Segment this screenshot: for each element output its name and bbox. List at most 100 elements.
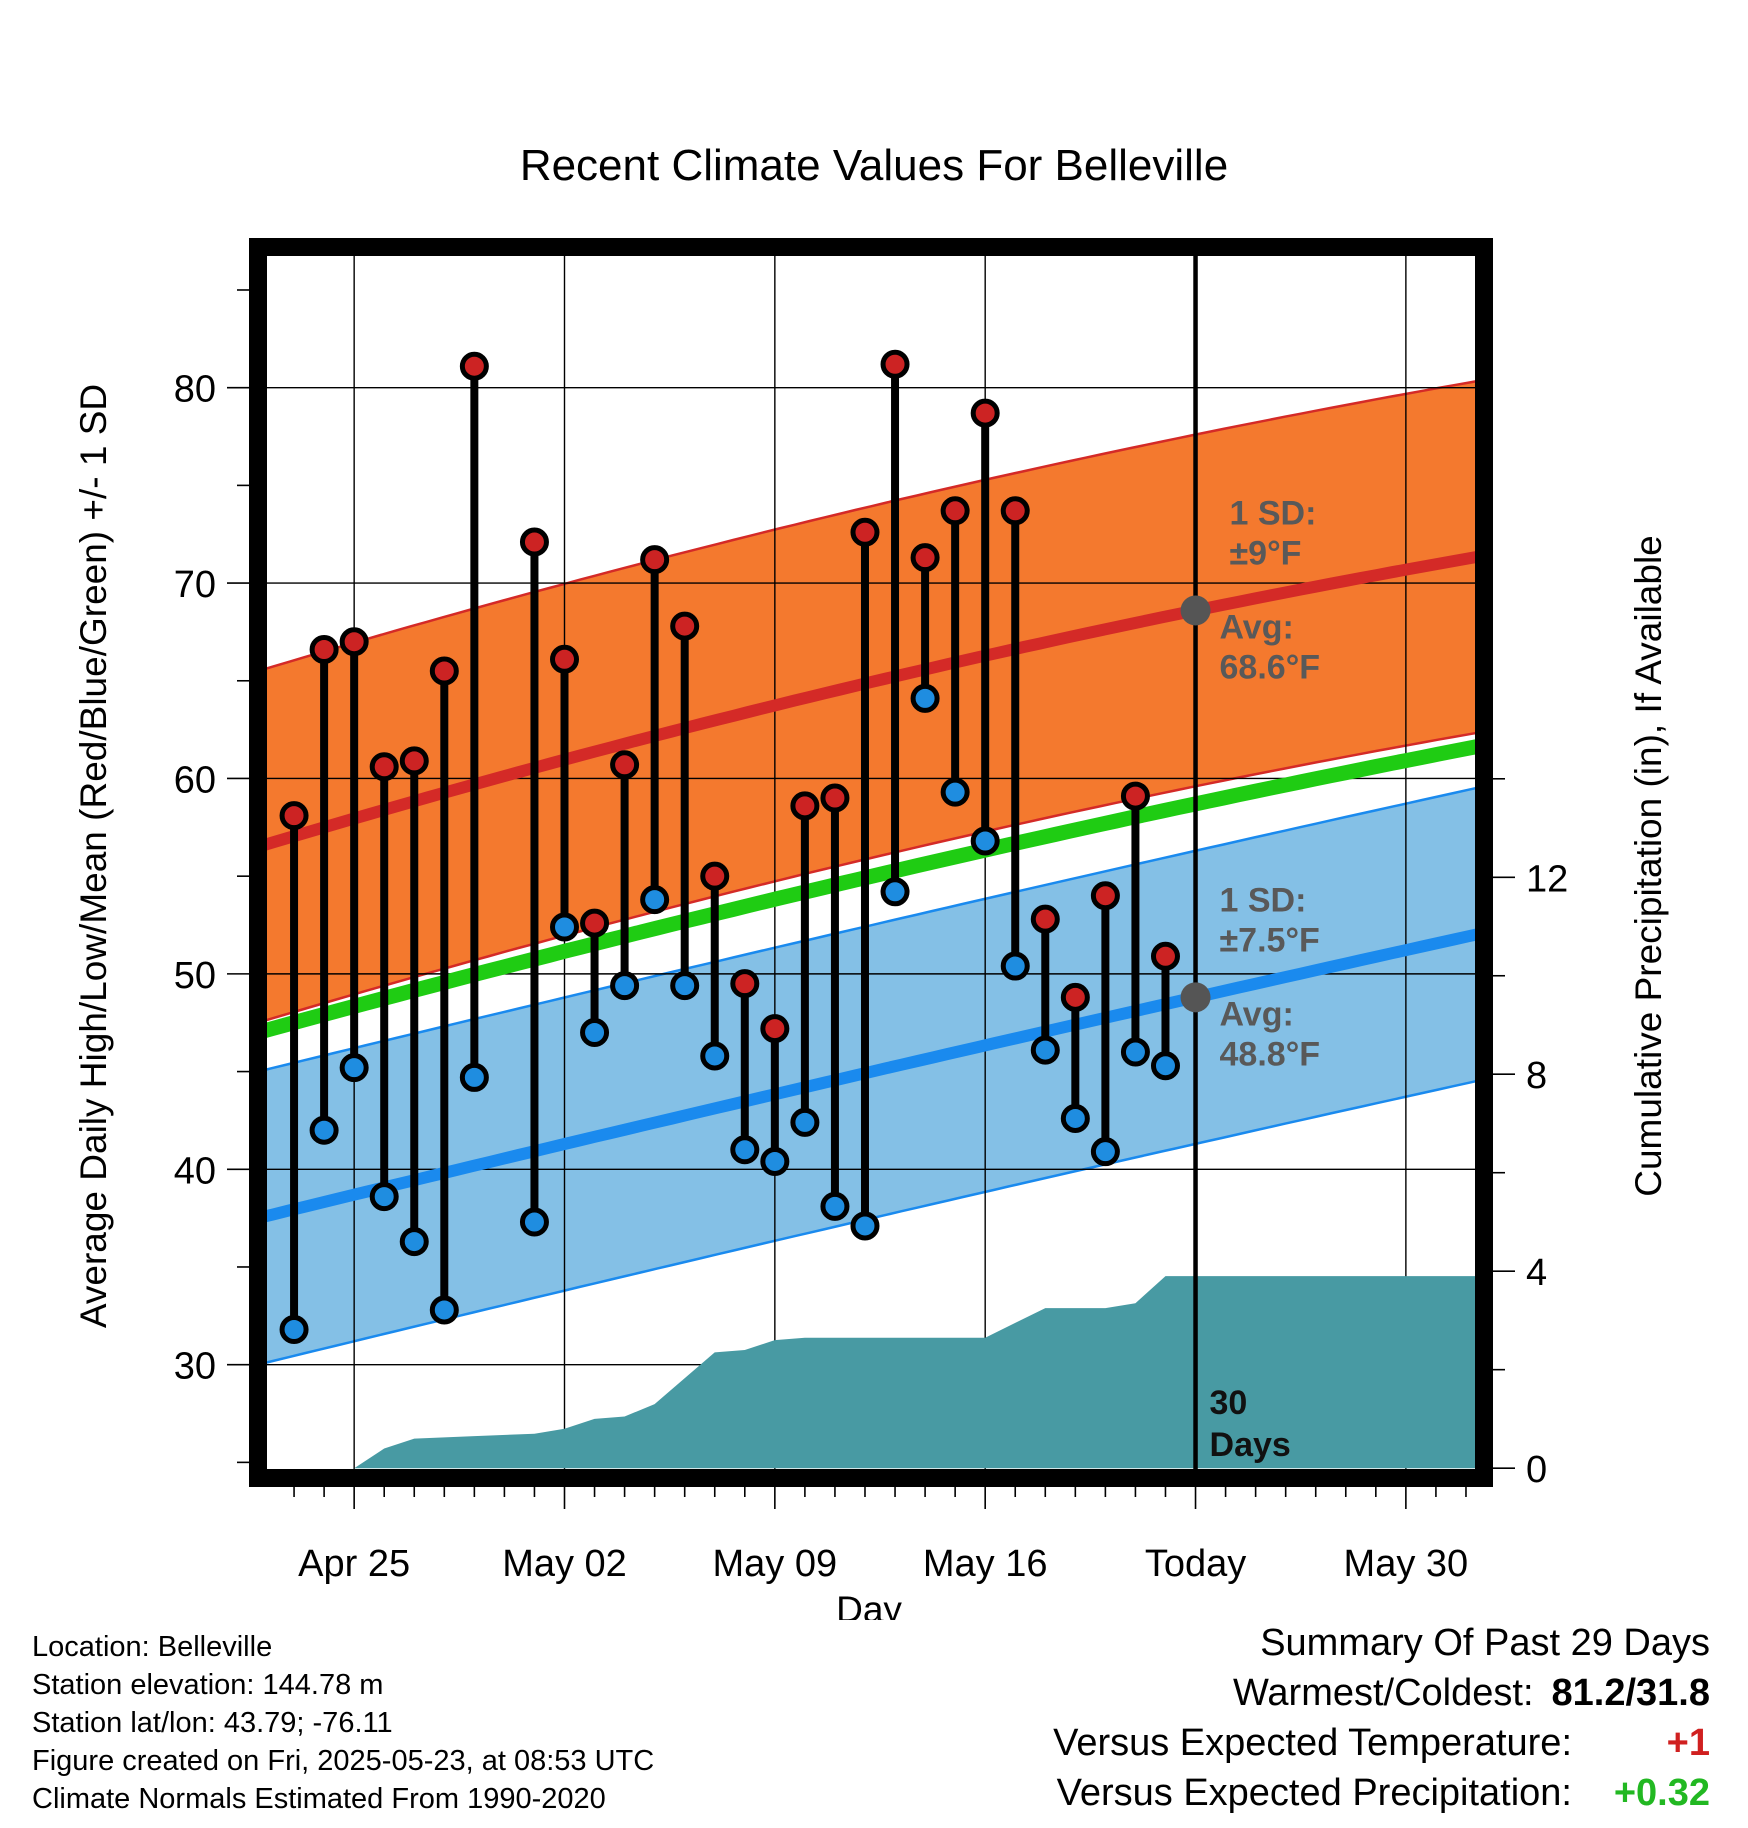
daily-low-point	[820, 1191, 850, 1221]
daily-range	[1120, 781, 1150, 1067]
daily-high-point	[940, 496, 970, 526]
daily-high-point	[670, 611, 700, 641]
daily-range	[580, 908, 610, 1047]
high-sd-value: ±9°F	[1230, 534, 1302, 572]
daily-range	[1030, 904, 1060, 1065]
elevation-text: Station elevation: 144.78 m	[32, 1669, 384, 1701]
daily-high-point	[339, 627, 369, 657]
daily-range	[940, 496, 970, 807]
daily-low-point	[279, 1314, 309, 1344]
temp-value: +1	[1666, 1722, 1710, 1764]
y2-tick-label: 4	[1526, 1252, 1547, 1294]
daily-range	[1150, 941, 1180, 1081]
low-avg-label: Avg:	[1220, 995, 1294, 1033]
created-text: Figure created on Fri, 2025-05-23, at 08…	[32, 1745, 655, 1777]
daily-high-point	[369, 752, 399, 782]
precip-area	[264, 1276, 1481, 1469]
high-avg-marker	[1180, 595, 1211, 626]
low-avg-value: 48.8°F	[1220, 1035, 1321, 1073]
plot-frame	[249, 238, 1493, 1487]
summary-precip: Versus Expected Precipitation: +0.32	[1053, 1768, 1710, 1818]
daily-high-point	[820, 783, 850, 813]
y-tick-label: 40	[174, 1150, 216, 1192]
daily-low-point	[1090, 1137, 1120, 1167]
low-sd-value: ±7.5°F	[1220, 921, 1320, 959]
daily-low-point	[1150, 1051, 1180, 1081]
x-tick-label: May 09	[713, 1543, 838, 1585]
chart-title: Recent Climate Values For Belleville	[520, 141, 1228, 190]
daily-range	[279, 801, 309, 1344]
daily-high-point	[429, 656, 459, 686]
daily-high-point	[399, 746, 429, 776]
x-tick-label: May 30	[1344, 1543, 1469, 1585]
x-tick-label: May 16	[923, 1543, 1048, 1585]
daily-low-point	[339, 1053, 369, 1083]
y-tick-label: 60	[174, 759, 216, 801]
daily-range	[399, 746, 429, 1257]
daily-low-point	[670, 971, 700, 1001]
warm-cold-value: 81.2/31.8	[1551, 1672, 1710, 1714]
daily-low-point	[850, 1211, 880, 1241]
daily-high-point	[519, 527, 549, 557]
low-sd-label: 1 SD:	[1220, 881, 1307, 919]
summary-title: Summary Of Past 29 Days	[1260, 1622, 1710, 1664]
daily-range	[700, 861, 730, 1071]
location-text: Location: Belleville	[32, 1631, 273, 1663]
daily-low-point	[730, 1135, 760, 1165]
daily-low-point	[1000, 951, 1030, 981]
daily-low-point	[1120, 1037, 1150, 1067]
daily-high-point	[279, 801, 309, 831]
summary-panel: Summary Of Past 29 Days Warmest/Coldest:…	[1053, 1618, 1710, 1818]
daily-high-point	[790, 791, 820, 821]
daily-range	[760, 1014, 790, 1176]
daily-high-point	[760, 1014, 790, 1044]
normals-text: Climate Normals Estimated From 1990-2020	[32, 1783, 606, 1815]
x-tick-label: May 02	[502, 1543, 627, 1585]
daily-low-point	[790, 1107, 820, 1137]
high-band-upper	[258, 378, 1484, 673]
summary-warm-cold: Warmest/Coldest: 81.2/31.8	[1053, 1668, 1710, 1718]
daily-high-point	[700, 861, 730, 891]
daily-low-point	[940, 777, 970, 807]
daily-low-point	[880, 877, 910, 907]
daily-range	[429, 656, 459, 1325]
daily-low-point	[459, 1062, 489, 1092]
daily-high-point	[910, 543, 940, 573]
daily-high-point	[459, 351, 489, 381]
low-band-upper	[258, 785, 1484, 1073]
daily-low-point	[369, 1182, 399, 1212]
daily-range	[1060, 982, 1090, 1133]
daily-low-point	[1030, 1035, 1060, 1065]
daily-low-point	[910, 683, 940, 713]
daily-high-point	[1060, 982, 1090, 1012]
daily-high-point	[850, 517, 880, 547]
daily-low-point	[309, 1115, 339, 1145]
latlon-text: Station lat/lon: 43.79; -76.11	[32, 1707, 393, 1739]
daily-low-point	[970, 826, 1000, 856]
y-tick-label: 80	[174, 369, 216, 411]
y-tick-label: 30	[174, 1346, 216, 1388]
daily-low-point	[399, 1227, 429, 1257]
daily-range	[339, 627, 369, 1083]
daily-high-point	[1150, 941, 1180, 971]
daily-range	[640, 545, 670, 915]
daily-low-point	[760, 1146, 790, 1176]
y2-axis-title: Cumulative Precipitation (in), If Availa…	[1628, 535, 1669, 1197]
days-number: 30	[1210, 1384, 1248, 1422]
y-tick-label: 50	[174, 955, 216, 997]
daily-range	[519, 527, 549, 1237]
y-tick-label: 70	[174, 564, 216, 606]
daily-low-point	[550, 912, 579, 942]
summary-temp: Versus Expected Temperature: +1	[1053, 1718, 1710, 1768]
daily-low-point	[610, 971, 640, 1001]
high-band-lower	[258, 730, 1484, 1024]
daily-low-point	[429, 1295, 459, 1325]
daily-low-point	[519, 1207, 549, 1237]
daily-range	[910, 543, 940, 713]
station-info: Location: Belleville Station elevation: …	[32, 1628, 654, 1818]
x-axis-title: Day	[836, 1589, 902, 1620]
daily-range	[610, 750, 640, 1001]
days-word: Days	[1210, 1426, 1291, 1464]
daily-high-point	[640, 545, 670, 575]
